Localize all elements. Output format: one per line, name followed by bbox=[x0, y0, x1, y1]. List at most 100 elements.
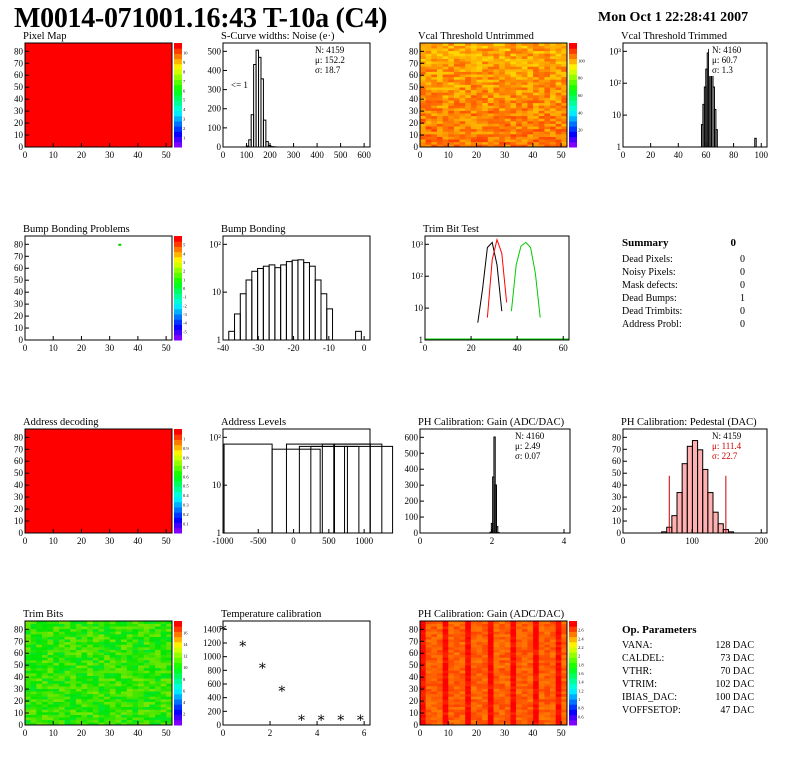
heatmap-cell bbox=[510, 628, 517, 632]
heatmap-cell bbox=[104, 641, 111, 645]
op-param-value: 73 DAC bbox=[720, 653, 754, 664]
heatmap-cell bbox=[436, 696, 443, 700]
heatmap-cell bbox=[58, 704, 65, 708]
x-tick-label: 2 bbox=[490, 536, 495, 546]
heatmap-cell bbox=[561, 128, 568, 132]
heatmap-cell bbox=[476, 121, 483, 124]
histogram-bar bbox=[344, 445, 394, 534]
heatmap-cell bbox=[487, 686, 494, 689]
heatmap-cell bbox=[499, 126, 506, 130]
heatmap-cell bbox=[487, 714, 494, 718]
heatmap-cell bbox=[166, 701, 173, 705]
heatmap-cell bbox=[510, 82, 517, 85]
heatmap-cell bbox=[561, 118, 568, 122]
heatmap-cell bbox=[41, 680, 48, 684]
heatmap-cell bbox=[487, 123, 494, 127]
heatmap-cell bbox=[544, 628, 551, 632]
heatmap-cell bbox=[555, 48, 562, 52]
heatmap-cell bbox=[453, 48, 460, 52]
heatmap-cell bbox=[25, 701, 31, 705]
x-tick-label: 20 bbox=[77, 150, 87, 160]
heatmap-cell bbox=[555, 123, 562, 127]
chart-title: Bump Bonding bbox=[221, 224, 286, 235]
heatmap-cell bbox=[504, 141, 511, 145]
heatmap-cell bbox=[487, 121, 494, 124]
heatmap-cell bbox=[442, 719, 449, 723]
heatmap-cell bbox=[25, 691, 31, 695]
heatmap-cell bbox=[476, 139, 483, 143]
y-tick-label: 30 bbox=[409, 106, 419, 116]
heatmap-cell bbox=[465, 628, 472, 632]
heatmap-cell bbox=[442, 657, 449, 661]
heatmap-cell bbox=[555, 43, 562, 46]
heatmap-cell bbox=[431, 683, 438, 687]
heatmap-cell bbox=[41, 636, 48, 640]
heatmap-cell bbox=[420, 670, 426, 674]
y-tick-label: 60 bbox=[14, 648, 24, 658]
heatmap-cell bbox=[544, 84, 551, 88]
heatmap-cell bbox=[470, 714, 477, 718]
colorbar-tick-label: 1.8 bbox=[578, 662, 584, 667]
heatmap-cell bbox=[448, 686, 455, 689]
heatmap-cell bbox=[166, 693, 173, 697]
heatmap-cell bbox=[550, 714, 556, 718]
heatmap-cell bbox=[482, 121, 489, 124]
heatmap-cell bbox=[30, 623, 37, 627]
heatmap-cell bbox=[510, 50, 517, 54]
heatmap-cell bbox=[504, 58, 511, 62]
heatmap-cell bbox=[465, 92, 472, 96]
heatmap-cell bbox=[64, 719, 71, 723]
heatmap-cell bbox=[555, 706, 562, 710]
heatmap-cell bbox=[109, 712, 116, 715]
heatmap-cell bbox=[448, 719, 455, 723]
heatmap-cell bbox=[453, 714, 460, 718]
heatmap-cell bbox=[487, 670, 494, 674]
heatmap-cell bbox=[533, 693, 540, 697]
heatmap-cell bbox=[160, 644, 167, 648]
heatmap-cell bbox=[436, 82, 443, 85]
colorbar-cell bbox=[569, 667, 577, 674]
heatmap-cell bbox=[510, 691, 517, 695]
heatmap-cell bbox=[476, 113, 483, 117]
heatmap-cell bbox=[30, 717, 37, 721]
heatmap-cell bbox=[493, 639, 500, 643]
heatmap-cell bbox=[143, 693, 150, 697]
heatmap-cell bbox=[448, 144, 455, 148]
heatmap-cell bbox=[41, 686, 48, 689]
heatmap-cell bbox=[155, 654, 161, 658]
heatmap-cell bbox=[431, 144, 438, 148]
heatmap-cell bbox=[521, 683, 528, 687]
heatmap-cell bbox=[493, 123, 500, 127]
heatmap-cell bbox=[138, 696, 145, 700]
heatmap-cell bbox=[420, 58, 426, 62]
heatmap-cell bbox=[58, 644, 65, 648]
heatmap-cell bbox=[115, 647, 122, 650]
heatmap-cell bbox=[527, 82, 534, 85]
heatmap-cell bbox=[92, 693, 99, 697]
heatmap-cell bbox=[527, 719, 534, 723]
heatmap-cell bbox=[41, 654, 48, 658]
heatmap-cell bbox=[448, 97, 455, 101]
heatmap-cell bbox=[510, 675, 517, 679]
heatmap-cell bbox=[41, 652, 48, 656]
heatmap-cell bbox=[442, 76, 449, 80]
heatmap-cell bbox=[459, 691, 466, 695]
heatmap-cell bbox=[425, 706, 432, 710]
heatmap-cell bbox=[149, 709, 156, 713]
heatmap-cell bbox=[448, 631, 455, 635]
heatmap-cell bbox=[425, 97, 432, 101]
heatmap-cell bbox=[453, 639, 460, 643]
heatmap-cell bbox=[436, 675, 443, 679]
heatmap-cell bbox=[166, 680, 173, 684]
colorbar-cell bbox=[174, 308, 182, 315]
heatmap-cell bbox=[121, 644, 128, 648]
heatmap-cell bbox=[425, 134, 432, 137]
heatmap-cell bbox=[92, 704, 99, 708]
heatmap-cell bbox=[115, 634, 122, 637]
heatmap-cell bbox=[459, 66, 466, 70]
heatmap-cell bbox=[533, 670, 540, 674]
heatmap-cell bbox=[425, 678, 432, 682]
heatmap-cell bbox=[442, 48, 449, 52]
heatmap-cell bbox=[499, 626, 506, 630]
colorbar-cell bbox=[569, 126, 577, 132]
